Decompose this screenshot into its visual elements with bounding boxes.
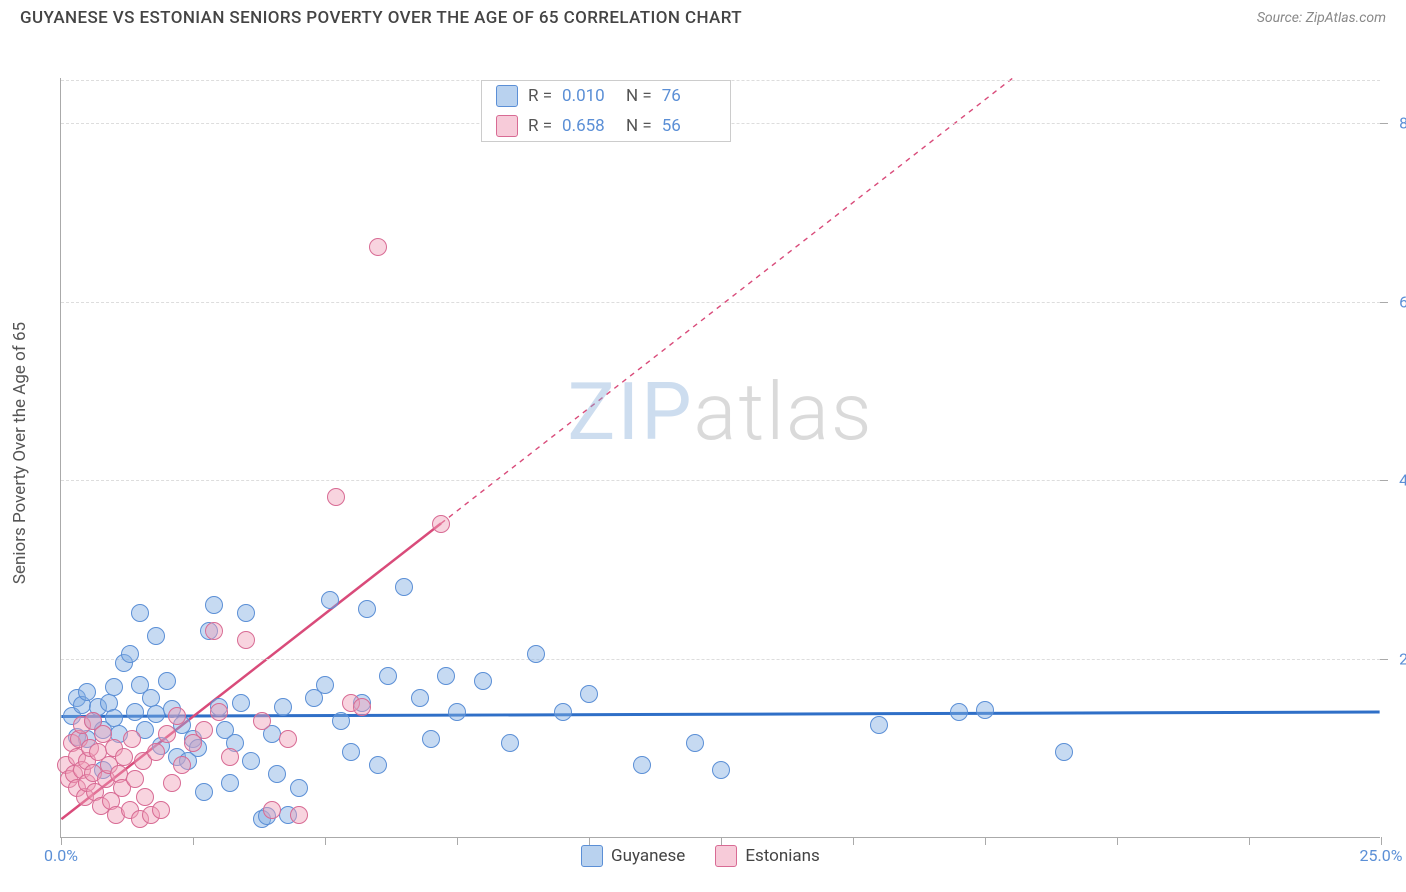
legend-label-estonians: Estonians (745, 846, 819, 866)
data-point (332, 712, 350, 730)
data-point (432, 515, 450, 533)
data-point (321, 591, 339, 609)
data-point (950, 703, 968, 721)
data-point (274, 698, 292, 716)
data-point (268, 765, 286, 783)
y-tick-label: 40.0% (1399, 471, 1406, 490)
series-legend: Guyanese Estonians (581, 845, 820, 867)
n-value-guyanese: 76 (662, 86, 716, 106)
data-point (422, 730, 440, 748)
data-point (976, 701, 994, 719)
data-point (121, 645, 139, 663)
data-point (353, 698, 371, 716)
gridline (61, 659, 1380, 660)
data-point (712, 761, 730, 779)
r-value-guyanese: 0.010 (562, 86, 616, 106)
data-point (474, 672, 492, 690)
data-point (279, 730, 297, 748)
data-point (173, 756, 191, 774)
data-point (205, 622, 223, 640)
data-point (290, 806, 308, 824)
swatch-pink-icon (496, 115, 518, 137)
source-attribution: Source: ZipAtlas.com (1257, 10, 1386, 26)
data-point (152, 801, 170, 819)
data-point (501, 734, 519, 752)
data-point (870, 716, 888, 734)
data-point (580, 685, 598, 703)
data-point (147, 627, 165, 645)
data-point (195, 721, 213, 739)
chart-header: GUYANESE VS ESTONIAN SENIORS POVERTY OVE… (0, 0, 1406, 28)
data-point (195, 783, 213, 801)
data-point (253, 712, 271, 730)
data-point (554, 703, 572, 721)
data-point (205, 596, 223, 614)
data-point (123, 730, 141, 748)
data-point (232, 694, 250, 712)
n-value-estonians: 56 (662, 116, 716, 136)
gridline (61, 480, 1380, 481)
watermark: ZIPatlas (567, 365, 873, 459)
data-point (1055, 743, 1073, 761)
data-point (263, 801, 281, 819)
data-point (342, 743, 360, 761)
plot-area: ZIPatlas R = 0.010 N = 76 R = 0.658 N = … (60, 78, 1380, 838)
data-point (369, 756, 387, 774)
data-point (105, 678, 123, 696)
data-point (163, 774, 181, 792)
gridline (61, 302, 1380, 303)
x-tick-label: 25.0% (1360, 846, 1403, 865)
data-point (237, 631, 255, 649)
data-point (115, 748, 133, 766)
swatch-blue-icon (581, 845, 603, 867)
data-point (358, 600, 376, 618)
data-point (411, 689, 429, 707)
data-point (369, 238, 387, 256)
legend-item-estonians: Estonians (715, 845, 819, 867)
y-tick-label: 60.0% (1399, 292, 1406, 311)
y-tick-label: 20.0% (1399, 650, 1406, 669)
data-point (527, 645, 545, 663)
data-point (327, 488, 345, 506)
data-point (147, 743, 165, 761)
data-point (168, 707, 186, 725)
data-point (395, 578, 413, 596)
data-point (316, 676, 334, 694)
data-point (126, 770, 144, 788)
legend-item-guyanese: Guyanese (581, 845, 685, 867)
legend-label-guyanese: Guyanese (611, 846, 685, 866)
data-point (210, 703, 228, 721)
data-point (221, 774, 239, 792)
stats-row-estonians: R = 0.658 N = 56 (482, 111, 730, 141)
data-point (448, 703, 466, 721)
data-point (237, 604, 255, 622)
swatch-blue-icon (496, 85, 518, 107)
r-value-estonians: 0.658 (562, 116, 616, 136)
data-point (136, 788, 154, 806)
x-tick-label: 0.0% (44, 846, 78, 865)
data-point (158, 672, 176, 690)
data-point (221, 748, 239, 766)
data-point (290, 779, 308, 797)
data-point (242, 752, 260, 770)
data-point (126, 703, 144, 721)
y-axis-title: Seniors Poverty Over the Age of 65 (10, 322, 30, 584)
chart-container: Seniors Poverty Over the Age of 65 ZIPat… (0, 28, 1406, 878)
chart-title: GUYANESE VS ESTONIAN SENIORS POVERTY OVE… (20, 8, 742, 28)
data-point (158, 725, 176, 743)
y-tick-label: 80.0% (1399, 113, 1406, 132)
data-point (379, 667, 397, 685)
swatch-pink-icon (715, 845, 737, 867)
stats-legend: R = 0.010 N = 76 R = 0.658 N = 56 (481, 80, 731, 142)
stats-row-guyanese: R = 0.010 N = 76 (482, 81, 730, 111)
data-point (131, 604, 149, 622)
data-point (437, 667, 455, 685)
data-point (633, 756, 651, 774)
data-point (686, 734, 704, 752)
